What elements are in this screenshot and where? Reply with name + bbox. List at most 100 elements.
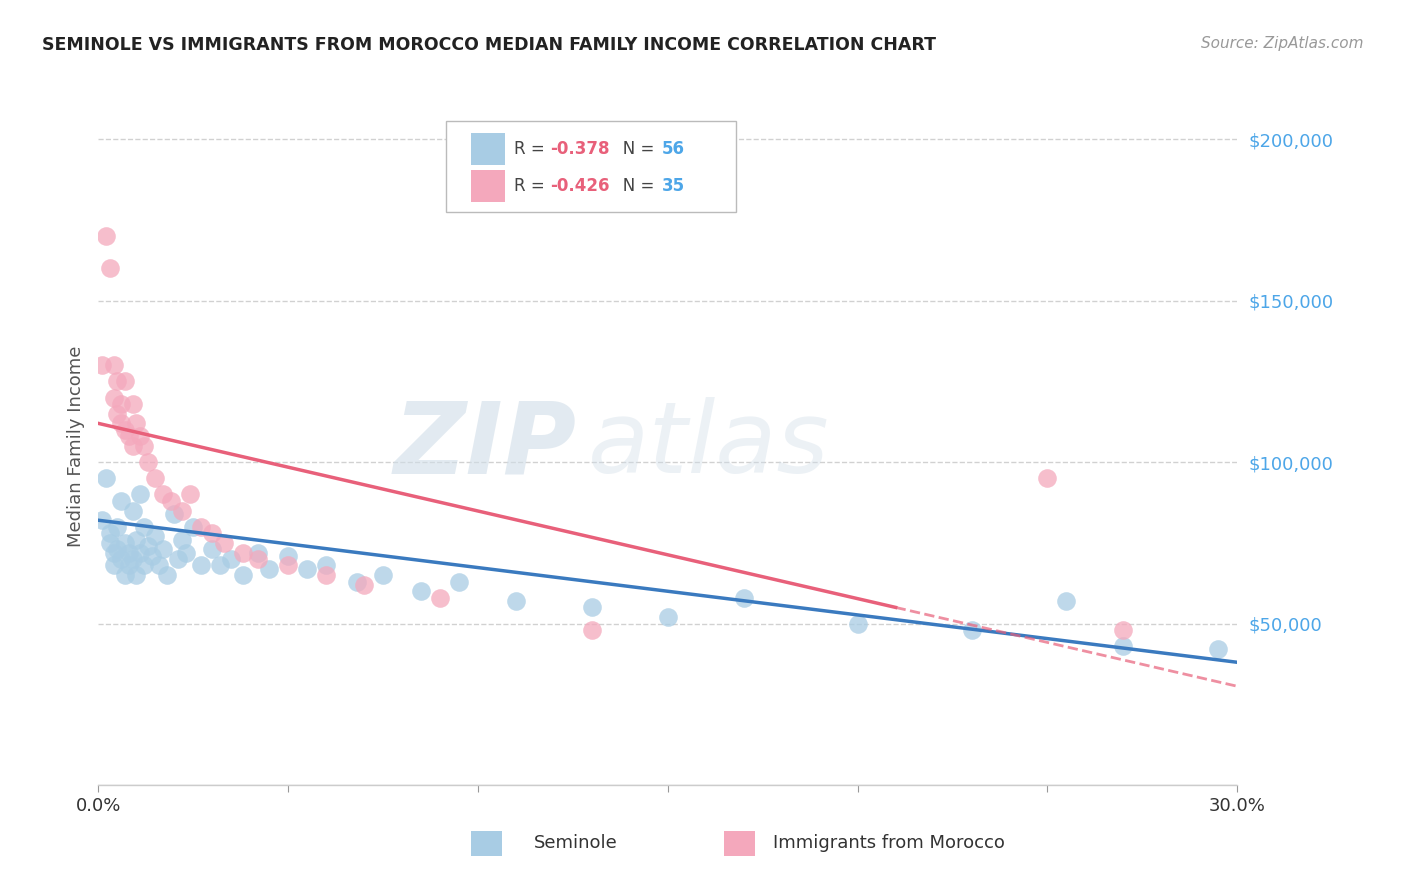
Point [110, 417, 132, 431]
Point [152, 487, 174, 501]
Point [212, 536, 235, 550]
Point [107, 375, 129, 389]
Point [170, 533, 193, 547]
Point [91, 359, 114, 373]
Point [163, 507, 186, 521]
Point [129, 545, 152, 559]
Point [103, 558, 125, 573]
Point [125, 568, 148, 582]
Text: 56: 56 [662, 140, 685, 158]
Point [136, 539, 159, 553]
FancyBboxPatch shape [471, 133, 505, 166]
Y-axis label: Median Family Income: Median Family Income [66, 345, 84, 547]
Point [657, 610, 679, 624]
Text: N =: N = [607, 140, 659, 158]
Point [110, 552, 132, 566]
Point [110, 494, 132, 508]
Point [103, 545, 125, 559]
FancyBboxPatch shape [446, 120, 737, 212]
Text: atlas: atlas [588, 398, 830, 494]
Point [201, 542, 224, 557]
Point [170, 503, 193, 517]
Point [94, 471, 117, 485]
Point [107, 407, 129, 421]
Point [315, 558, 337, 573]
FancyBboxPatch shape [471, 169, 505, 202]
Point [125, 417, 148, 431]
Point [129, 487, 152, 501]
Point [232, 545, 254, 559]
Point [449, 574, 471, 589]
Point [132, 519, 155, 533]
Point [148, 558, 170, 573]
Point [232, 568, 254, 582]
Point [94, 229, 117, 244]
Point [121, 439, 143, 453]
Point [152, 542, 174, 557]
Point [733, 591, 755, 605]
Point [103, 359, 125, 373]
Point [297, 562, 319, 576]
Text: Immigrants from Morocco: Immigrants from Morocco [773, 834, 1005, 852]
Point [114, 536, 136, 550]
Text: R =: R = [515, 177, 550, 194]
Point [107, 542, 129, 557]
Point [98, 526, 121, 541]
Point [259, 562, 281, 576]
Point [353, 578, 375, 592]
Point [121, 503, 143, 517]
Point [315, 568, 337, 582]
Point [960, 623, 983, 637]
Point [411, 584, 433, 599]
Point [121, 397, 143, 411]
Point [114, 568, 136, 582]
Text: 35: 35 [662, 177, 685, 194]
Point [1112, 639, 1135, 653]
Point [129, 429, 152, 443]
Point [1056, 594, 1078, 608]
Point [581, 600, 603, 615]
Point [277, 558, 299, 573]
Point [132, 558, 155, 573]
Point [121, 552, 143, 566]
Point [505, 594, 527, 608]
Point [103, 391, 125, 405]
Point [179, 487, 201, 501]
Point [118, 545, 141, 559]
Point [98, 261, 121, 276]
Point [118, 429, 141, 443]
Point [132, 439, 155, 453]
Text: ZIP: ZIP [394, 398, 576, 494]
Point [98, 536, 121, 550]
Text: -0.426: -0.426 [551, 177, 610, 194]
Point [156, 568, 179, 582]
Text: N =: N = [607, 177, 659, 194]
Point [145, 471, 167, 485]
Point [221, 552, 243, 566]
Text: R =: R = [515, 140, 550, 158]
Point [1208, 642, 1230, 657]
Point [183, 519, 205, 533]
Point [91, 513, 114, 527]
Point [174, 545, 197, 559]
Point [110, 397, 132, 411]
Point [190, 519, 212, 533]
Point [136, 455, 159, 469]
Point [114, 423, 136, 437]
Text: -0.378: -0.378 [551, 140, 610, 158]
Point [371, 568, 394, 582]
Point [107, 519, 129, 533]
Point [246, 545, 269, 559]
Point [118, 558, 141, 573]
Point [429, 591, 451, 605]
Point [125, 533, 148, 547]
Point [159, 494, 181, 508]
Point [208, 558, 231, 573]
Point [190, 558, 212, 573]
Point [246, 552, 269, 566]
Point [1036, 471, 1059, 485]
Point [141, 549, 163, 563]
Point [346, 574, 368, 589]
Text: Seminole: Seminole [534, 834, 619, 852]
Text: Source: ZipAtlas.com: Source: ZipAtlas.com [1201, 36, 1364, 51]
